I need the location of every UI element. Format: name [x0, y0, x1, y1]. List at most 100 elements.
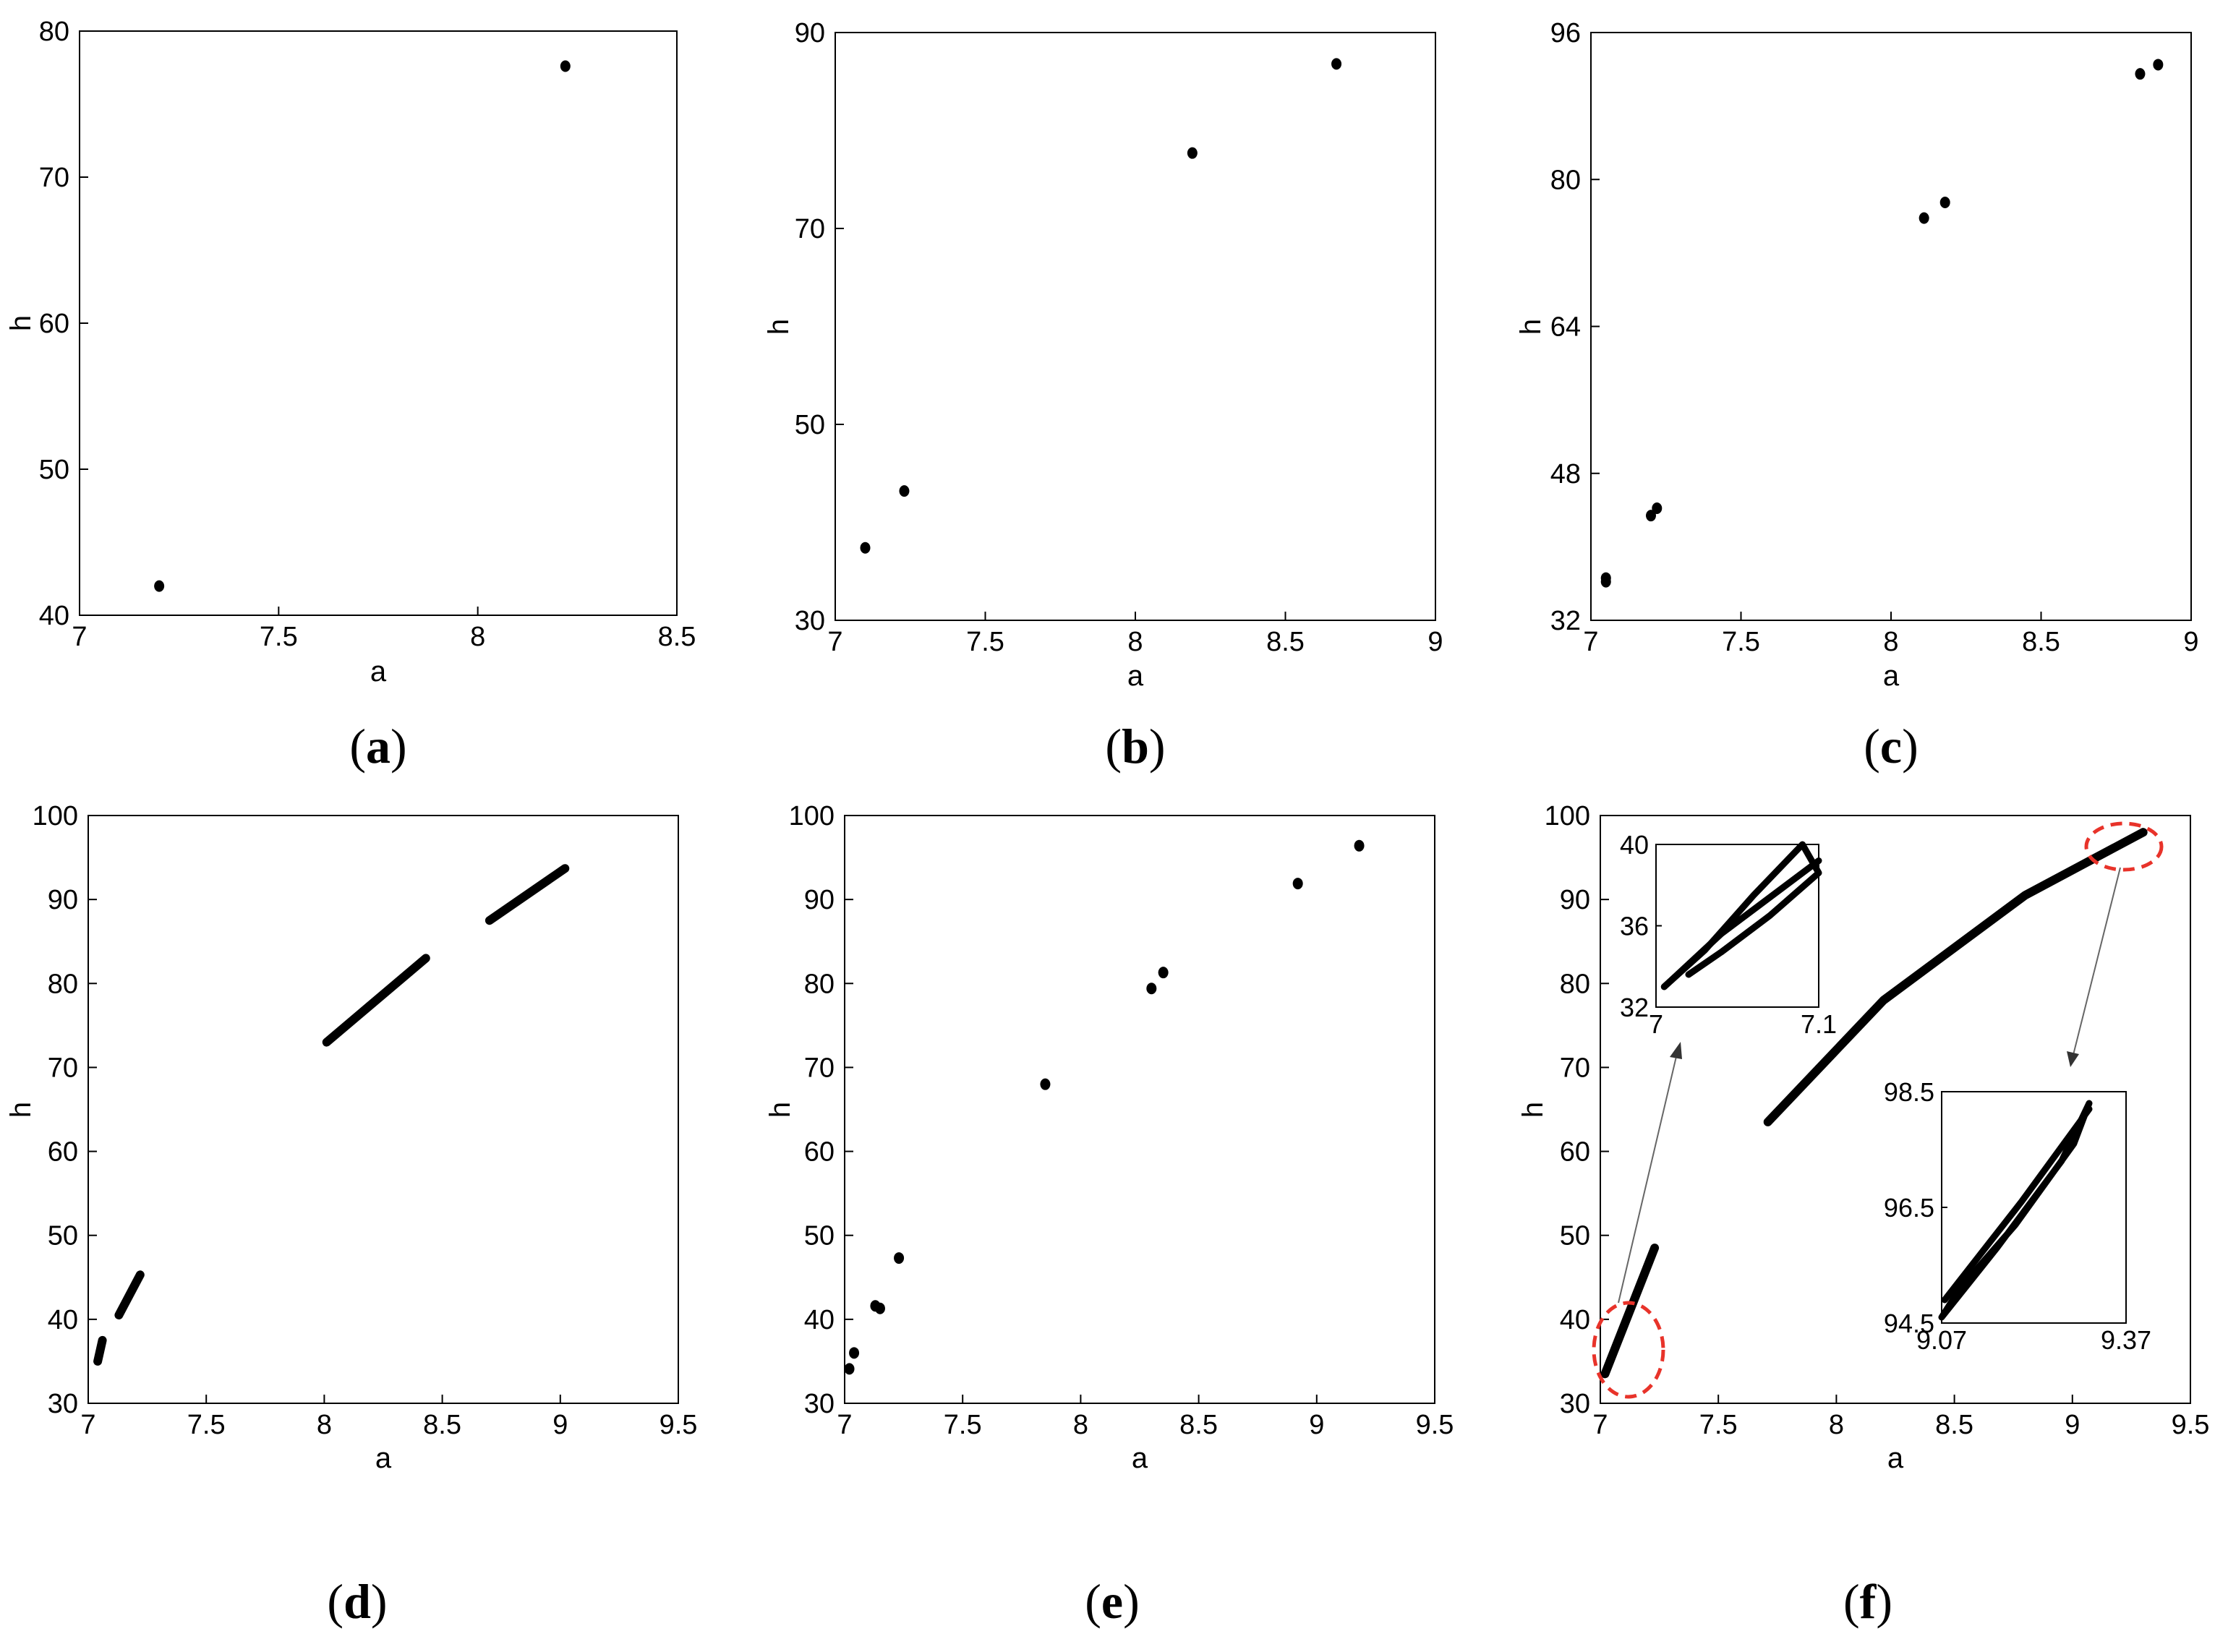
inset-marks — [1660, 841, 1822, 990]
y-tick-label: 50 — [804, 1221, 835, 1251]
panel-caption: (f) — [1843, 1574, 1892, 1629]
y-axis-label: h — [763, 319, 795, 335]
x-tick-label: 7 — [837, 1410, 852, 1440]
y-tick-label: 70 — [39, 163, 69, 193]
y-tick-label: 70 — [804, 1053, 835, 1083]
x-tick-label: 9 — [1309, 1410, 1324, 1440]
tick-group: 7 7.5 8 8.5 9 9.5 30 40 50 60 70 80 90 100 — [1545, 801, 2210, 1440]
y-tick-label: 80 — [1550, 165, 1581, 195]
data-point — [1158, 967, 1169, 979]
y-tick-label: 96.5 — [1884, 1193, 1934, 1223]
x-tick-label: 9 — [2183, 627, 2198, 657]
highlight-ellipse-upper-right — [2084, 821, 2164, 872]
y-tick-label: 60 — [1560, 1137, 1590, 1168]
y-tick-label: 94.5 — [1884, 1309, 1934, 1338]
data-marks — [860, 58, 1342, 554]
y-tick-label: 100 — [789, 801, 835, 831]
x-tick-label: 8 — [1073, 1410, 1088, 1440]
data-point — [844, 1363, 855, 1375]
panel-e: 7 7.5 8 8.5 9 9.5 30 40 50 60 70 80 90 100 a h (e) — [764, 801, 1454, 1629]
data-point — [1646, 510, 1656, 522]
y-tick-label: 90 — [1560, 885, 1590, 915]
y-tick-label: 80 — [39, 17, 69, 47]
y-tick-label: 80 — [804, 969, 835, 999]
data-point — [1331, 58, 1342, 70]
data-curve — [1763, 828, 2148, 1126]
y-tick-label: 70 — [795, 214, 825, 244]
y-tick-label: 30 — [804, 1389, 835, 1419]
data-point — [1146, 983, 1157, 995]
data-point — [154, 580, 165, 592]
y-tick-label: 80 — [1560, 969, 1590, 999]
data-point — [1600, 575, 1611, 588]
panel-b: 7 7.5 8 8.5 9 30 50 70 90 a h (b) — [763, 18, 1443, 774]
y-tick-label: 40 — [1620, 830, 1649, 860]
x-tick-label: 9 — [1427, 627, 1443, 657]
x-tick-label: 8.5 — [1935, 1410, 1973, 1440]
y-tick-label: 90 — [48, 885, 78, 915]
x-tick-label: 8.5 — [658, 622, 696, 652]
x-tick-label: 7 — [1583, 627, 1598, 657]
y-tick-label: 98.5 — [1884, 1077, 1934, 1107]
x-tick-label: 8 — [1883, 627, 1898, 657]
y-tick-label: 100 — [1545, 801, 1590, 831]
x-tick-label: 8 — [1829, 1410, 1844, 1440]
y-tick-label: 90 — [795, 18, 825, 48]
y-tick-label: 32 — [1550, 606, 1581, 636]
tick-group: 7 7.5 8 8.5 9 30 50 70 90 — [795, 18, 1443, 657]
x-tick-label: 8 — [1127, 627, 1143, 657]
data-point — [1939, 197, 1950, 209]
y-tick-label: 30 — [1560, 1389, 1590, 1419]
x-tick-label: 9.5 — [1416, 1410, 1454, 1440]
data-marks — [1600, 828, 2148, 1379]
y-tick-label: 60 — [39, 309, 69, 339]
y-tick-label: 40 — [48, 1305, 78, 1335]
x-tick-label: 8.5 — [1266, 627, 1305, 657]
panel-a: 7 7.5 8 8.5 40 50 60 70 80 a h (a) — [5, 17, 696, 774]
callout-arrow-left-head — [1670, 1042, 1682, 1059]
panel-caption: (a) — [349, 719, 406, 774]
x-tick-label: 7.5 — [966, 627, 1004, 657]
highlight-ellipse-lower-left — [1592, 1301, 1665, 1399]
panel-caption: (e) — [1085, 1574, 1140, 1629]
y-tick-label: 40 — [39, 601, 69, 631]
y-tick-label: 50 — [1560, 1221, 1590, 1251]
x-tick-label: 9.37 — [2101, 1325, 2151, 1355]
x-tick-label: 7.5 — [944, 1410, 982, 1440]
y-tick-label: 30 — [48, 1389, 78, 1419]
y-tick-label: 50 — [795, 410, 825, 440]
y-tick-label: 70 — [48, 1053, 78, 1083]
x-axis-label: a — [375, 1442, 392, 1474]
data-point — [560, 60, 571, 72]
data-curve — [1600, 1244, 1660, 1379]
inset-frame — [1941, 1091, 2127, 1324]
y-axis-label: h — [1515, 319, 1547, 335]
panel-caption: (b) — [1105, 719, 1165, 774]
panel-caption: (c) — [1864, 719, 1919, 774]
tick-group: 7 7.5 8 8.5 9 9.5 30 40 50 60 70 80 90 100 — [33, 801, 698, 1440]
x-axis-label: a — [1127, 660, 1144, 692]
tick-group: 7 7.5 8 8.5 9 9.5 30 40 50 60 70 80 90 100 — [789, 801, 1454, 1440]
callout-arrow-right-line — [2072, 867, 2121, 1058]
x-tick-label: 9.5 — [2172, 1410, 2210, 1440]
panel-caption: (d) — [327, 1574, 387, 1629]
y-tick-label: 40 — [804, 1305, 835, 1335]
plot-frame — [1600, 815, 2191, 1404]
data-point — [1652, 502, 1663, 515]
data-curve — [93, 1335, 107, 1366]
x-tick-label: 7 — [827, 627, 842, 657]
data-marks — [154, 60, 571, 592]
tick-group: 7 7.5 8 8.5 9 32 48 64 80 96 — [1550, 18, 2199, 657]
x-tick-label: 7 — [72, 622, 87, 652]
inset-right: 9.07 9.37 94.5 96.5 98.5 — [1884, 1077, 2151, 1355]
data-curve — [322, 954, 430, 1047]
x-axis-label: a — [1132, 1442, 1148, 1474]
y-tick-label: 80 — [48, 969, 78, 999]
data-curve — [114, 1270, 145, 1319]
inset-tick-group: 7 7.1 32 36 40 — [1620, 830, 1837, 1039]
x-tick-label: 7.5 — [1699, 1410, 1738, 1440]
x-axis-label: a — [1887, 1442, 1904, 1474]
data-point — [899, 485, 910, 497]
y-axis-label: h — [5, 315, 37, 331]
